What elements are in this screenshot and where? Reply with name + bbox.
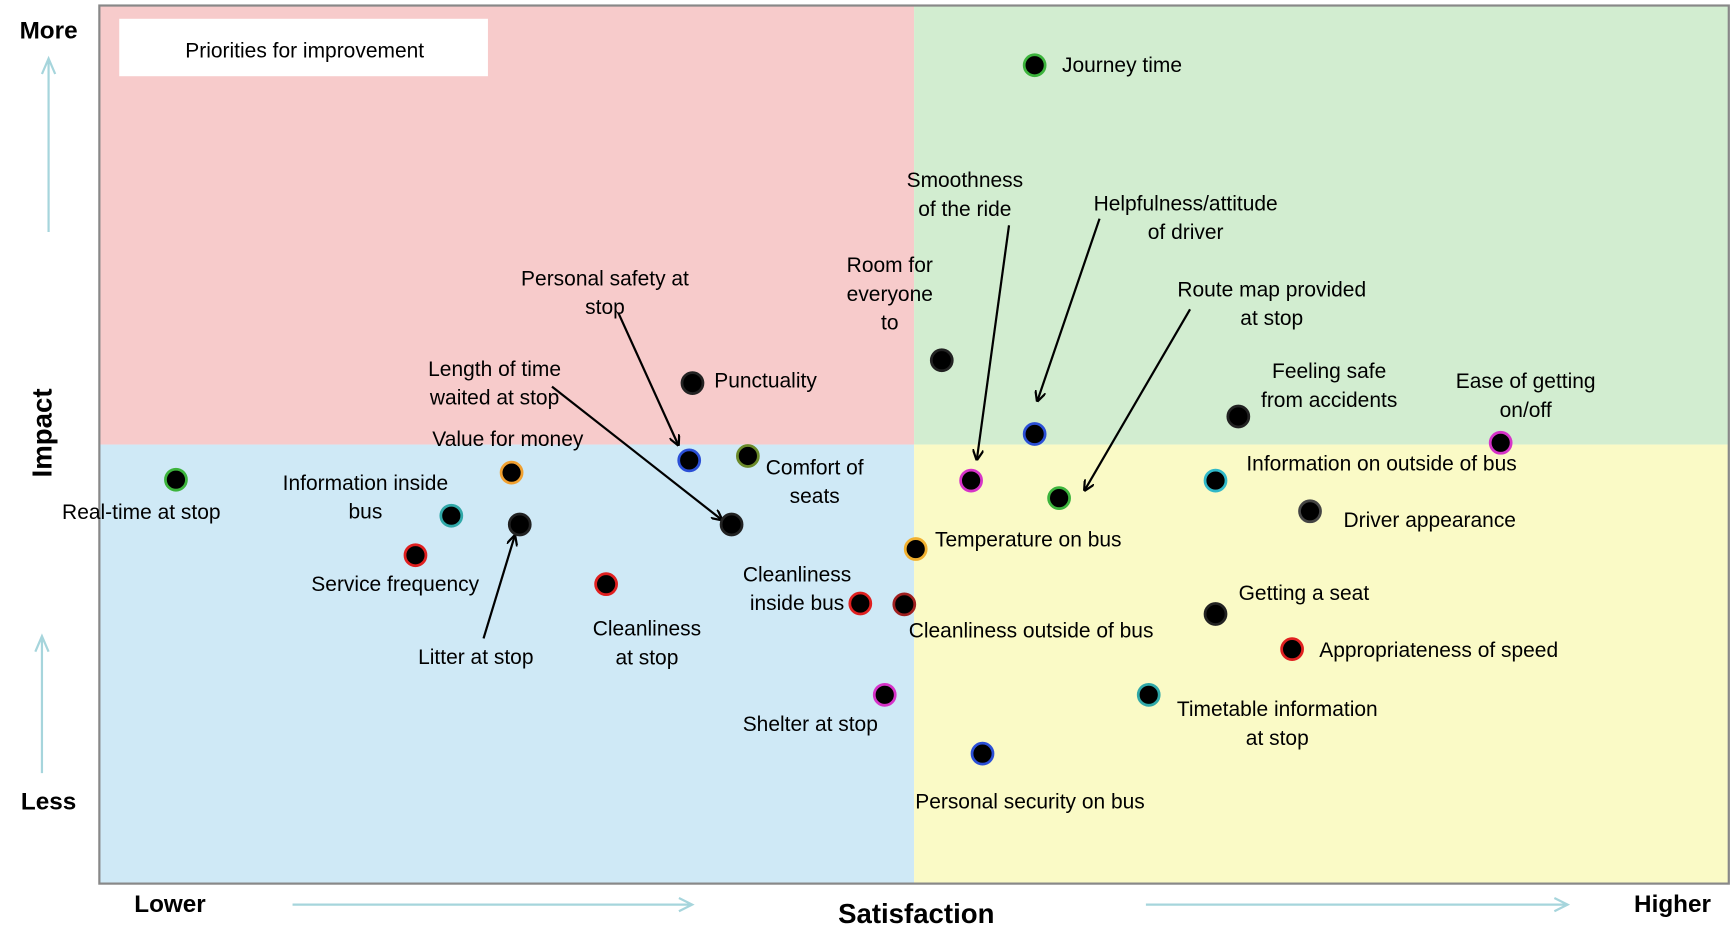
title-box <box>119 18 488 77</box>
point <box>892 592 917 617</box>
point-label: Cleanliness outside of bus <box>909 619 1154 642</box>
point <box>1203 468 1228 493</box>
point <box>1047 486 1071 511</box>
plot-frame <box>98 4 1730 885</box>
point-label: Cleanliness at stop <box>593 617 701 669</box>
pointer-arrow <box>617 312 678 444</box>
quadrant <box>99 444 915 884</box>
pointer-arrow <box>977 225 1011 458</box>
pointer-arrow <box>551 385 721 520</box>
point <box>594 572 618 597</box>
point-label: Appropriateness of speed <box>1319 639 1558 662</box>
point <box>848 591 873 616</box>
point <box>1226 404 1251 429</box>
point-label: Timetable information at stop <box>1177 698 1378 750</box>
point <box>1022 53 1047 78</box>
point-label: Helpfulness/attitude of driver <box>1094 192 1278 244</box>
point-label: Personal security on bus <box>915 791 1145 814</box>
x-axis-label: Satisfaction <box>838 898 994 929</box>
pointer-arrow <box>1085 308 1192 489</box>
point <box>439 503 464 528</box>
quadrant <box>99 5 915 445</box>
point-label: Length of time waited at stop <box>428 358 561 410</box>
point-label: Room for everyone to <box>847 254 933 334</box>
x-tick-label: Lower <box>134 891 206 918</box>
point <box>959 468 983 493</box>
point-label: Personal safety at stop <box>521 267 689 319</box>
point-label: Information on outside of bus <box>1246 453 1516 476</box>
point-label: Information inside bus <box>283 471 448 523</box>
x-tick-label: Higher <box>1634 891 1711 918</box>
point <box>1203 602 1228 626</box>
point-label: Comfort of seats <box>766 456 864 508</box>
point <box>164 467 188 492</box>
point-label: Getting a seat <box>1239 582 1370 605</box>
point <box>929 348 954 373</box>
pointer-arrow <box>1038 218 1101 400</box>
point-label: Punctuality <box>714 370 817 393</box>
y-axis-label: Impact <box>26 388 57 477</box>
point-label: Journey time <box>1062 54 1182 77</box>
point <box>1298 499 1322 524</box>
chart-title: Priorities for improvement <box>185 39 424 62</box>
point <box>903 537 928 561</box>
point-label: Smoothness of the ride <box>907 169 1024 221</box>
point-label: Shelter at stop <box>743 713 878 736</box>
point <box>719 512 744 537</box>
axis-arrow <box>292 896 695 913</box>
point-label: Driver appearance <box>1344 509 1516 532</box>
point-label: Temperature on bus <box>935 529 1121 552</box>
point <box>1022 422 1047 446</box>
point <box>507 512 532 537</box>
point-label: Cleanliness inside bus <box>743 563 851 615</box>
point <box>680 371 705 395</box>
point-label: Service frequency <box>311 573 479 596</box>
y-tick-label: Less <box>21 788 76 815</box>
axis-arrow <box>40 55 57 232</box>
axis-arrow <box>1145 896 1571 913</box>
point <box>499 460 524 485</box>
y-tick-label: More <box>20 17 78 44</box>
point <box>736 444 760 468</box>
point-label: Value for money <box>432 428 584 451</box>
point <box>872 682 897 707</box>
axis-arrow <box>34 633 50 774</box>
point-label: Litter at stop <box>418 646 533 669</box>
quadrant <box>914 444 1729 884</box>
point-label: Route map provided at stop <box>1177 278 1366 330</box>
point-label: Feeling safe from accidents <box>1261 360 1397 412</box>
point <box>1136 682 1161 707</box>
point <box>1280 637 1304 662</box>
point-label: Ease of getting on/off <box>1456 370 1596 422</box>
point <box>677 448 702 473</box>
quadrant <box>914 5 1729 445</box>
pointer-arrow <box>482 537 515 639</box>
point <box>970 741 995 766</box>
point <box>1488 430 1513 455</box>
point-label: Real-time at stop <box>62 501 220 524</box>
point <box>403 543 428 568</box>
